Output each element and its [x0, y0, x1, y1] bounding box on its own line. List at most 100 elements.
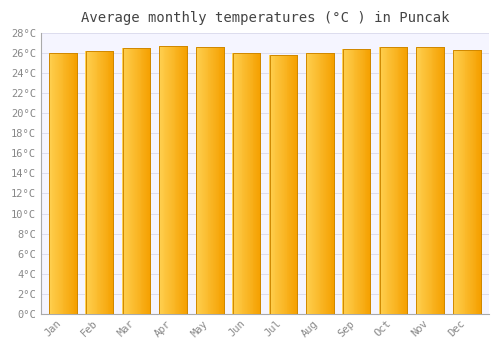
Bar [320, 53, 322, 314]
Bar [315, 53, 316, 314]
Bar [240, 53, 242, 314]
Bar [164, 46, 166, 314]
Bar [478, 50, 480, 314]
Bar [134, 48, 135, 314]
Bar [274, 55, 276, 314]
Bar [352, 49, 354, 314]
Bar [369, 49, 370, 314]
Bar [428, 47, 429, 314]
Bar [256, 53, 257, 314]
Bar [386, 47, 388, 314]
Bar [288, 55, 290, 314]
Bar [395, 47, 396, 314]
Bar [474, 50, 476, 314]
Bar [161, 46, 162, 314]
Bar [318, 53, 320, 314]
Bar [70, 53, 71, 314]
Bar [135, 48, 136, 314]
Bar [137, 48, 138, 314]
Bar [453, 50, 480, 314]
Bar [400, 47, 401, 314]
Bar [49, 53, 77, 314]
Bar [50, 53, 51, 314]
Bar [238, 53, 239, 314]
Bar [166, 46, 167, 314]
Bar [196, 47, 224, 314]
Bar [202, 47, 203, 314]
Bar [259, 53, 260, 314]
Bar [74, 53, 76, 314]
Bar [342, 49, 344, 314]
Bar [314, 53, 315, 314]
Bar [247, 53, 248, 314]
Bar [469, 50, 470, 314]
Bar [358, 49, 359, 314]
Bar [432, 47, 434, 314]
Bar [176, 46, 178, 314]
Bar [392, 47, 393, 314]
Bar [203, 47, 204, 314]
Bar [347, 49, 348, 314]
Bar [123, 48, 124, 314]
Bar [56, 53, 57, 314]
Bar [344, 49, 345, 314]
Bar [279, 55, 280, 314]
Bar [204, 47, 205, 314]
Bar [383, 47, 384, 314]
Bar [396, 47, 398, 314]
Bar [280, 55, 281, 314]
Bar [108, 51, 110, 314]
Bar [205, 47, 206, 314]
Bar [453, 50, 480, 314]
Bar [271, 55, 272, 314]
Bar [182, 46, 183, 314]
Bar [244, 53, 245, 314]
Bar [183, 46, 184, 314]
Bar [398, 47, 400, 314]
Bar [430, 47, 432, 314]
Bar [306, 53, 308, 314]
Bar [360, 49, 361, 314]
Bar [418, 47, 420, 314]
Bar [306, 53, 334, 314]
Bar [404, 47, 405, 314]
Bar [422, 47, 424, 314]
Bar [127, 48, 128, 314]
Bar [147, 48, 148, 314]
Bar [234, 53, 235, 314]
Bar [401, 47, 402, 314]
Bar [435, 47, 436, 314]
Bar [286, 55, 288, 314]
Bar [130, 48, 132, 314]
Bar [388, 47, 390, 314]
Bar [132, 48, 133, 314]
Bar [468, 50, 469, 314]
Bar [270, 55, 297, 314]
Bar [140, 48, 141, 314]
Bar [167, 46, 168, 314]
Bar [59, 53, 60, 314]
Bar [133, 48, 134, 314]
Bar [149, 48, 150, 314]
Bar [125, 48, 126, 314]
Bar [381, 47, 382, 314]
Bar [272, 55, 274, 314]
Bar [390, 47, 391, 314]
Bar [101, 51, 102, 314]
Bar [90, 51, 91, 314]
Bar [105, 51, 106, 314]
Bar [346, 49, 347, 314]
Bar [212, 47, 213, 314]
Bar [366, 49, 368, 314]
Bar [254, 53, 256, 314]
Bar [248, 53, 249, 314]
Bar [276, 55, 278, 314]
Bar [452, 50, 454, 314]
Bar [258, 53, 259, 314]
Bar [454, 50, 456, 314]
Bar [237, 53, 238, 314]
Bar [236, 53, 237, 314]
Bar [380, 47, 407, 314]
Bar [126, 48, 127, 314]
Bar [349, 49, 350, 314]
